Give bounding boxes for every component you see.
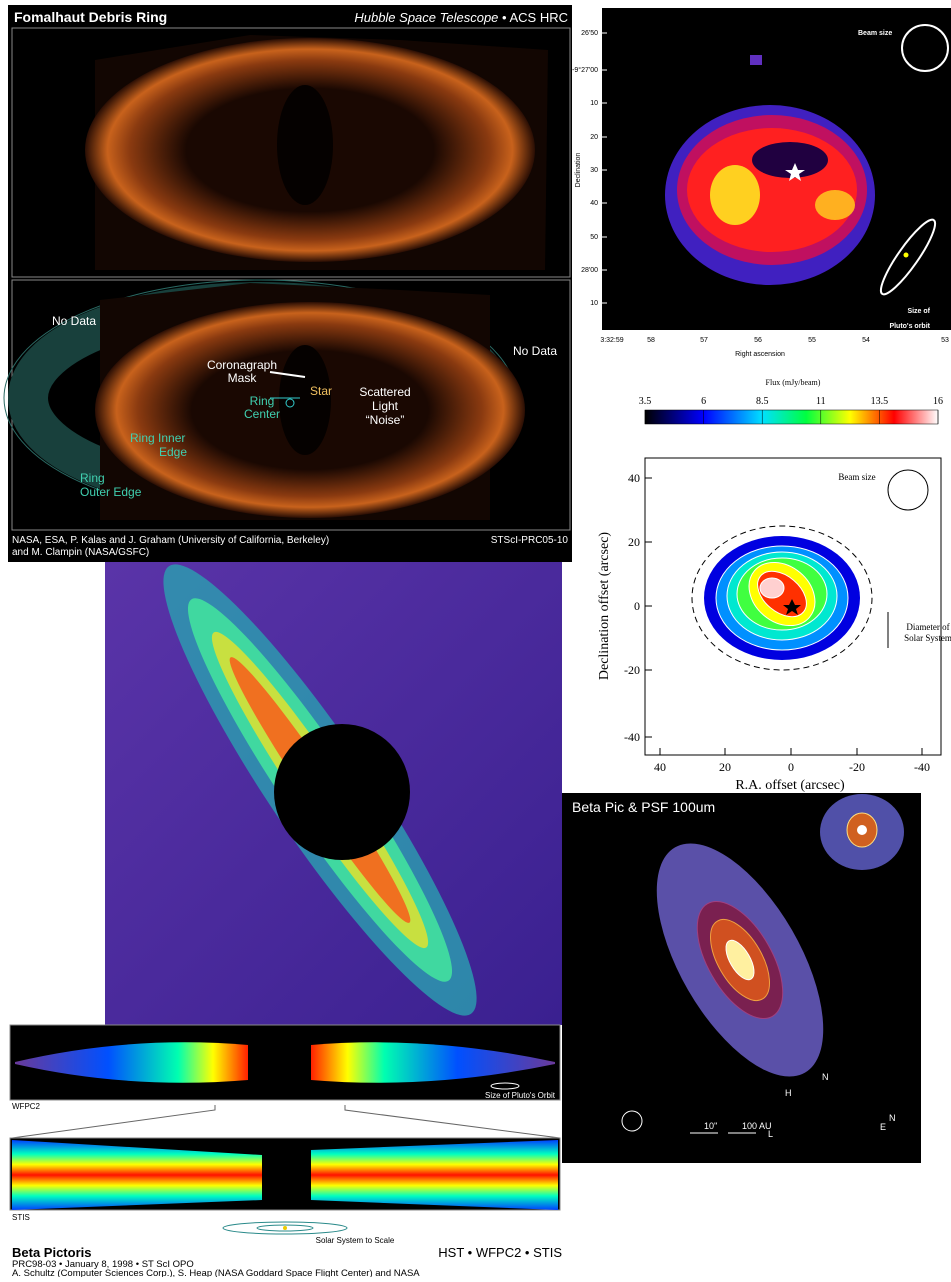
page: Fomalhaut Debris Ring Hubble Space Teles… — [0, 0, 951, 1277]
colorbar-tick-label: 13.5 — [871, 396, 889, 407]
disk-panel — [105, 538, 562, 1042]
label: No Data — [52, 314, 96, 328]
label: L — [768, 1129, 773, 1139]
label: Scattered — [359, 385, 410, 399]
y-tick-label: -40 — [624, 730, 640, 744]
y-tick-label: 10 — [590, 100, 598, 107]
label: Beam size — [858, 30, 892, 37]
y-tick-label: 20 — [590, 134, 598, 141]
label: E — [880, 1122, 886, 1132]
release-id: STScI-PRC05-10 — [491, 535, 569, 546]
colorbar-tick-label: 16 — [933, 396, 943, 407]
label: Beam size — [838, 472, 875, 482]
label: N — [822, 1072, 829, 1082]
x-tick-label: 40 — [654, 760, 666, 774]
title: Fomalhaut Debris Ring — [14, 9, 167, 25]
label: Solar System to Scale — [316, 1236, 395, 1245]
label: Diameter of — [906, 622, 949, 632]
axis-label: Declination offset (arcsec) — [597, 532, 612, 681]
colorbar-tick-label: 3.5 — [639, 396, 652, 407]
beta-pic-panel: Size of Pluto's Orbit WFPC2 STIS Solar S… — [10, 1025, 562, 1277]
fomalhaut-panel: Fomalhaut Debris Ring Hubble Space Teles… — [4, 5, 572, 562]
label: Mask — [228, 371, 258, 385]
y-tick-label: 10 — [590, 300, 598, 307]
x-tick-label: -40 — [914, 760, 930, 774]
colorbar-title: Flux (mJy/beam) — [766, 378, 821, 387]
y-tick-label: 26'50 — [581, 30, 598, 37]
x-tick-label: 53 — [941, 337, 949, 344]
y-tick-label: -9°27'00 — [572, 66, 598, 74]
y-tick-label: 40 — [628, 471, 640, 485]
y-tick-label: 30 — [590, 167, 598, 174]
label: Center — [244, 407, 280, 421]
y-tick-label: 20 — [628, 535, 640, 549]
title: Beta Pic & PSF 100um — [572, 799, 715, 815]
axis-label: Right ascension — [735, 351, 785, 358]
colorbar-tick-label: 8.5 — [756, 396, 769, 407]
x-tick-label: 57 — [700, 337, 708, 344]
x-tick-label: -20 — [849, 760, 865, 774]
x-tick-label: 54 — [862, 337, 870, 344]
label: WFPC2 — [12, 1102, 41, 1111]
y-tick-label: 40 — [590, 200, 598, 207]
label: Ring — [80, 471, 105, 485]
x-tick-label: 58 — [647, 337, 655, 344]
y-tick-label: 50 — [590, 234, 598, 241]
x-tick-label: 3:32:59 — [600, 337, 623, 344]
label: Ring Inner — [130, 431, 185, 445]
colorbar-tick-label: 11 — [816, 396, 826, 407]
credit: and M. Clampin (NASA/GSFC) — [12, 547, 149, 558]
title: Beta Pictoris — [12, 1245, 91, 1260]
flux-panel: Flux (mJy/beam) Beam size Diameter of So… — [597, 378, 951, 793]
subtitle: Hubble Space Telescope • ACS HRC — [354, 10, 568, 25]
label: N — [889, 1113, 896, 1123]
x-tick-label: 55 — [808, 337, 816, 344]
axis-label: R.A. offset (arcsec) — [735, 778, 845, 793]
label: “Noise” — [366, 413, 405, 427]
label: Coronagraph — [207, 358, 277, 372]
y-tick-label: 0 — [634, 599, 640, 613]
x-tick-label: 0 — [788, 760, 794, 774]
label: Ring — [250, 394, 275, 408]
label: Pluto's orbit — [889, 323, 930, 330]
label: Star — [310, 384, 332, 398]
credit: A. Schultz (Computer Sciences Corp.), S.… — [12, 1268, 420, 1277]
label: Size of Pluto's Orbit — [485, 1091, 556, 1100]
label: Solar System — [904, 633, 951, 643]
axis-label: Declination — [575, 153, 582, 188]
label: 10'' — [704, 1121, 718, 1131]
x-tick-label: 20 — [719, 760, 731, 774]
y-tick-label: -20 — [624, 663, 640, 677]
x-tick-label: 56 — [754, 337, 762, 344]
credit: NASA, ESA, P. Kalas and J. Graham (Unive… — [12, 535, 329, 546]
label: Edge — [159, 445, 187, 459]
colorbar-tick-label: 6 — [701, 396, 706, 407]
camera: • ACS HRC — [502, 10, 568, 25]
label: Size of — [907, 308, 930, 315]
label: H — [785, 1088, 792, 1098]
label: No Data — [513, 344, 557, 358]
telescope: Hubble Space Telescope — [354, 10, 498, 25]
collage: Fomalhaut Debris Ring Hubble Space Teles… — [0, 0, 951, 1277]
label: Outer Edge — [80, 485, 142, 499]
label: Light — [372, 399, 399, 413]
label: STIS — [12, 1213, 30, 1222]
submm-panel: Beam size Size of Pluto's orbit Declinat… — [572, 8, 951, 358]
instruments: HST • WFPC2 • STIS — [438, 1245, 562, 1260]
y-tick-label: 28'00 — [581, 267, 598, 274]
